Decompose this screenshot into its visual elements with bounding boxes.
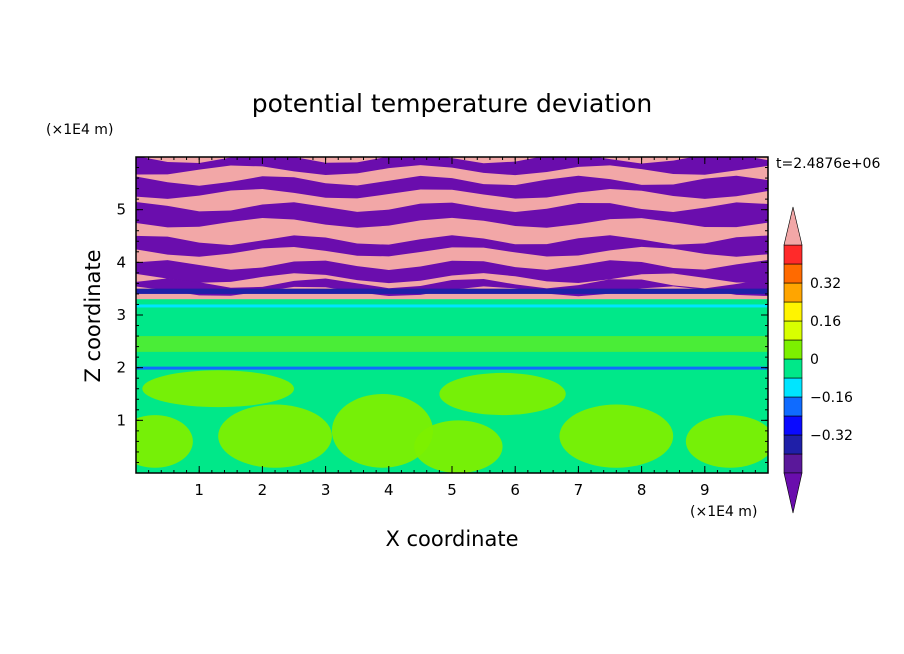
colorbar-segment [783, 263, 803, 284]
field-line-z2 [136, 366, 768, 370]
field-blob [331, 394, 434, 468]
colorbar-segment [783, 396, 803, 417]
colorbar-top-arrow [783, 206, 803, 246]
colorbar-label: 0.16 [810, 314, 841, 330]
y-tick-label: 2 [116, 359, 126, 377]
colorbar-label: 0.32 [810, 276, 841, 292]
contour-field [136, 157, 768, 473]
field-blob [142, 370, 294, 408]
field-blob [218, 404, 332, 468]
colorbar-segment [783, 377, 803, 398]
y-tick-label: 4 [116, 253, 126, 271]
y-tick-label: 5 [116, 201, 126, 219]
x-unit-label: (×1E4 m) [690, 504, 757, 520]
x-tick-label: 3 [321, 481, 331, 499]
field-purple-band [136, 157, 768, 176]
field-blob [559, 404, 674, 468]
colorbar-segment [783, 320, 803, 341]
colorbar-segment [783, 282, 803, 303]
chart-title: potential temperature deviation [252, 89, 652, 118]
field-purple-band [136, 175, 768, 199]
x-tick-label: 9 [700, 481, 710, 499]
time-label: t=2.4876e+06 [776, 156, 880, 172]
colorbar-segment [783, 415, 803, 436]
field-line-z3 [136, 304, 768, 308]
field-purple-band [136, 235, 768, 257]
x-tick-labels: 1 2 3 4 5 6 7 8 9 [194, 481, 709, 499]
field-blob [136, 415, 193, 468]
y-tick-label: 1 [116, 411, 126, 429]
field-band-mid [136, 336, 768, 352]
colorbar-label: −0.16 [810, 390, 853, 406]
y-unit-label: (×1E4 m) [46, 122, 113, 138]
field-purple-band [136, 260, 768, 284]
y-axis-label: Z coordinate [81, 249, 105, 382]
x-tick-label: 7 [574, 481, 584, 499]
colorbar-labels: 0.32 0.16 0 −0.16 −0.32 [810, 276, 853, 444]
x-tick-label: 8 [637, 481, 647, 499]
x-tick-label: 5 [447, 481, 457, 499]
field-band-dark [136, 288, 768, 294]
colorbar-segment [783, 434, 803, 455]
y-tick-labels: 1 2 3 4 5 [116, 201, 126, 430]
field-purple-band [136, 202, 768, 228]
colorbar-segment [783, 339, 803, 360]
y-tick-label: 3 [116, 306, 126, 324]
x-tick-label: 4 [384, 481, 394, 499]
axis-ticks [136, 157, 769, 473]
colorbar-segment [783, 301, 803, 322]
colorbar-segment [783, 244, 803, 265]
colorbar [783, 206, 803, 514]
colorbar-bottom-arrow [783, 472, 803, 514]
field-blob [439, 372, 566, 416]
field-blob [685, 415, 768, 468]
colorbar-segment [783, 358, 803, 379]
x-tick-label: 6 [510, 481, 520, 499]
x-axis-label: X coordinate [385, 527, 518, 551]
x-tick-label: 1 [194, 481, 204, 499]
field-blob [414, 420, 503, 473]
colorbar-label: −0.32 [810, 428, 853, 444]
colorbar-segment [783, 453, 803, 474]
colorbar-label: 0 [810, 352, 819, 368]
x-tick-label: 2 [258, 481, 268, 499]
